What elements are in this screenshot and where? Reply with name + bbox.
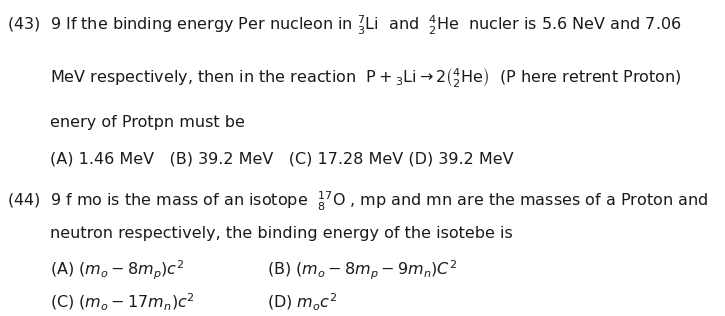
Text: (D) $m_o c^2$: (D) $m_o c^2$ xyxy=(267,292,337,313)
Text: (44)  9 f mo is the mass of an isotope  $_{8}^{17}$O , mp and mn are the masses : (44) 9 f mo is the mass of an isotope $_… xyxy=(7,190,708,213)
Text: MeV respectively, then in the reaction  $\mathrm{P + {_{3}Li} \rightarrow 2\left: MeV respectively, then in the reaction $… xyxy=(51,67,682,90)
Text: neutron respectively, the binding energy of the isotebe is: neutron respectively, the binding energy… xyxy=(51,226,513,241)
Text: (A) 1.46 MeV   (B) 39.2 MeV   (C) 17.28 MeV (D) 39.2 MeV: (A) 1.46 MeV (B) 39.2 MeV (C) 17.28 MeV … xyxy=(51,151,514,166)
Text: (A) $(m_o - 8m_p)c^2$: (A) $(m_o - 8m_p)c^2$ xyxy=(51,259,185,282)
Text: enery of Protpn must be: enery of Protpn must be xyxy=(51,115,245,130)
Text: (C) $(m_o - 17m_n)c^2$: (C) $(m_o - 17m_n)c^2$ xyxy=(51,292,195,313)
Text: (B) $(m_o - 8m_p - 9m_n)C^2$: (B) $(m_o - 8m_p - 9m_n)C^2$ xyxy=(267,259,457,282)
Text: (43)  9 If the binding energy Per nucleon in $^{7}_{3}$Li  and  $^{4}_{2}$He  nu: (43) 9 If the binding energy Per nucleon… xyxy=(7,13,682,37)
